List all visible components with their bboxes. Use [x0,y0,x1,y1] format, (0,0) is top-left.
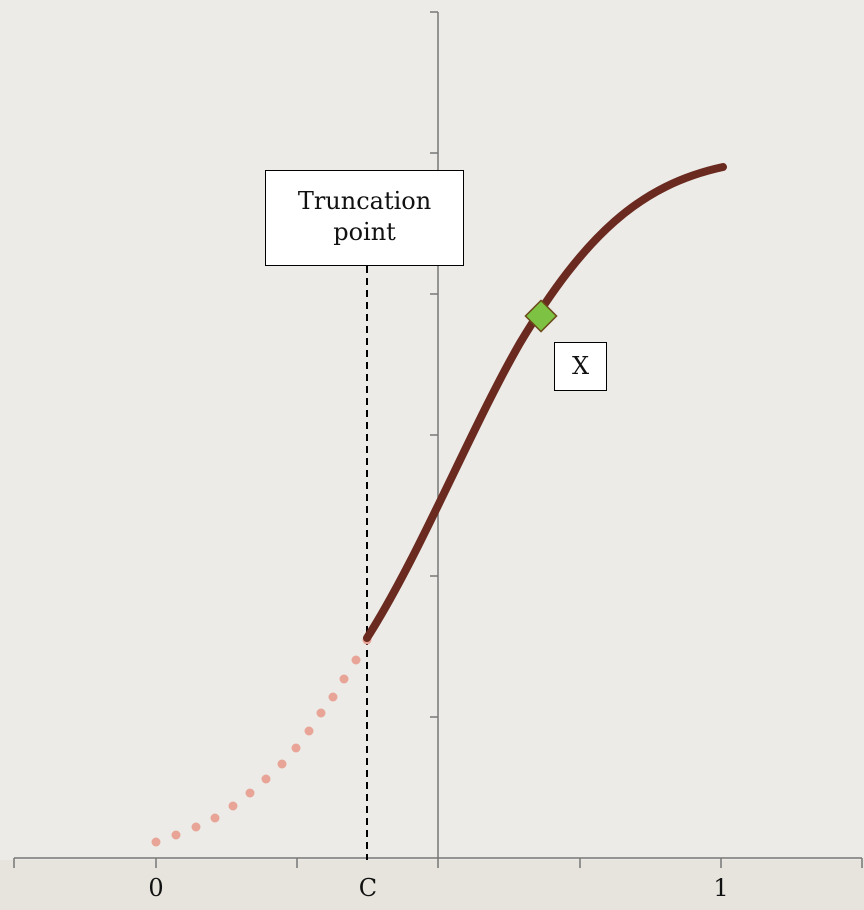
truncation-point-label: Truncation point [265,170,464,266]
x-tick-label: 0 [148,874,164,902]
dotted-curve-dot [210,813,220,823]
dotted-curve-dot [245,788,255,798]
axes [13,11,863,868]
truncation-label-line1: Truncation [297,187,432,215]
dotted-curve-dot [351,655,361,665]
x-tick-label: C [358,874,378,902]
dotted-curve-dot [228,801,238,811]
dotted-curve-dot [171,830,181,840]
x-tick-label: 1 [713,874,729,902]
truncation-label-line2: point [333,218,396,246]
x-marker-diamond [524,299,558,333]
dotted-curve-dot [328,692,338,702]
solid-curve [363,163,727,642]
dotted-curve-dot [151,837,161,847]
dotted-curve-dot [261,774,271,784]
dotted-curve-dot [191,822,201,832]
dotted-curve-dot [304,726,314,736]
dotted-curve-dot [316,708,326,718]
dotted-curve-dot [291,743,301,753]
dotted-curve [151,635,372,847]
dotted-curve-dot [277,759,287,769]
dotted-curve-dot [339,674,349,684]
axis-label-band [0,860,864,910]
x-marker-label: X [554,342,607,391]
